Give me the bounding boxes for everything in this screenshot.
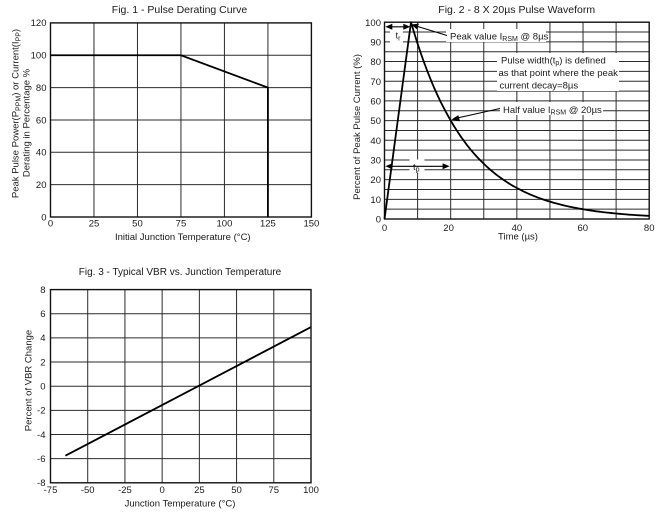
svg-text:current decay=8µs: current decay=8µs — [500, 81, 579, 92]
svg-text:Initial Junction Temperature (: Initial Junction Temperature (°C) — [115, 232, 251, 243]
svg-text:Fig. 1 - Pulse Derating Curve: Fig. 1 - Pulse Derating Curve — [112, 4, 248, 16]
svg-text:25: 25 — [194, 485, 205, 496]
svg-text:0: 0 — [40, 382, 45, 393]
svg-text:Percent of Peak Pulse Current: Percent of Peak Pulse Current (%) — [352, 54, 363, 200]
svg-text:6: 6 — [40, 309, 45, 320]
svg-text:-75: -75 — [44, 485, 58, 496]
svg-text:75: 75 — [176, 219, 187, 230]
svg-text:0: 0 — [376, 215, 381, 226]
svg-text:40: 40 — [370, 136, 381, 147]
svg-text:-6: -6 — [37, 454, 45, 465]
svg-text:Fig. 2 - 8 X 20µs Pulse Wavefo: Fig. 2 - 8 X 20µs Pulse Waveform — [438, 4, 595, 16]
svg-text:2: 2 — [40, 357, 45, 368]
svg-text:120: 120 — [31, 18, 47, 29]
svg-text:40: 40 — [36, 148, 47, 159]
svg-text:as that point where the peak: as that point where the peak — [499, 68, 619, 79]
svg-text:0: 0 — [382, 223, 387, 234]
svg-text:100: 100 — [217, 219, 233, 230]
svg-text:25: 25 — [89, 219, 100, 230]
svg-text:Peak Pulse Power(PPPM) or Curr: Peak Pulse Power(PPPM) or Current(IPP) — [11, 29, 23, 198]
svg-text:10: 10 — [370, 195, 381, 206]
svg-text:80: 80 — [36, 83, 47, 94]
svg-text:Half value IRSM @ 20µs: Half value IRSM @ 20µs — [503, 105, 602, 117]
svg-text:60: 60 — [36, 115, 47, 126]
svg-text:Junction Temperature (°C): Junction Temperature (°C) — [125, 499, 236, 510]
svg-text:-50: -50 — [81, 485, 95, 496]
svg-text:tp: tp — [413, 162, 420, 174]
svg-text:Peak value IRSM @ 8µs: Peak value IRSM @ 8µs — [450, 31, 549, 43]
svg-text:50: 50 — [231, 485, 242, 496]
svg-text:-2: -2 — [37, 406, 45, 417]
svg-text:80: 80 — [644, 223, 655, 234]
svg-text:75: 75 — [269, 485, 280, 496]
svg-text:60: 60 — [370, 97, 381, 108]
svg-text:Time (µs): Time (µs) — [498, 232, 538, 243]
svg-text:-4: -4 — [37, 430, 45, 441]
svg-text:90: 90 — [370, 37, 381, 48]
svg-text:40: 40 — [512, 223, 523, 234]
svg-text:0: 0 — [159, 485, 164, 496]
svg-text:8: 8 — [40, 285, 45, 296]
svg-text:125: 125 — [260, 219, 276, 230]
svg-text:100: 100 — [303, 485, 319, 496]
svg-text:50: 50 — [370, 116, 381, 127]
svg-text:Fig. 3 - Typical VBR vs. Junct: Fig. 3 - Typical VBR vs. Junction Temper… — [79, 267, 282, 278]
svg-text:4: 4 — [40, 333, 45, 344]
svg-text:50: 50 — [132, 219, 143, 230]
svg-text:20: 20 — [443, 223, 454, 234]
svg-text:-25: -25 — [118, 485, 132, 496]
svg-text:20: 20 — [36, 180, 47, 191]
svg-text:80: 80 — [370, 57, 381, 68]
svg-text:70: 70 — [370, 77, 381, 88]
svg-text:100: 100 — [31, 51, 47, 62]
svg-text:Derating in Percentage %: Derating in Percentage % — [22, 68, 33, 177]
svg-text:150: 150 — [303, 219, 319, 230]
svg-text:tr: tr — [396, 31, 402, 43]
svg-text:100: 100 — [365, 18, 381, 29]
svg-text:Pulse width(tp) is defined: Pulse width(tp) is defined — [501, 55, 606, 67]
svg-text:30: 30 — [370, 156, 381, 167]
svg-text:0: 0 — [48, 219, 53, 230]
svg-text:-8: -8 — [37, 478, 45, 489]
svg-text:Percent of VBR Change: Percent of VBR Change — [24, 330, 35, 431]
svg-text:60: 60 — [578, 223, 589, 234]
svg-text:20: 20 — [370, 175, 381, 186]
svg-text:0: 0 — [41, 212, 46, 223]
